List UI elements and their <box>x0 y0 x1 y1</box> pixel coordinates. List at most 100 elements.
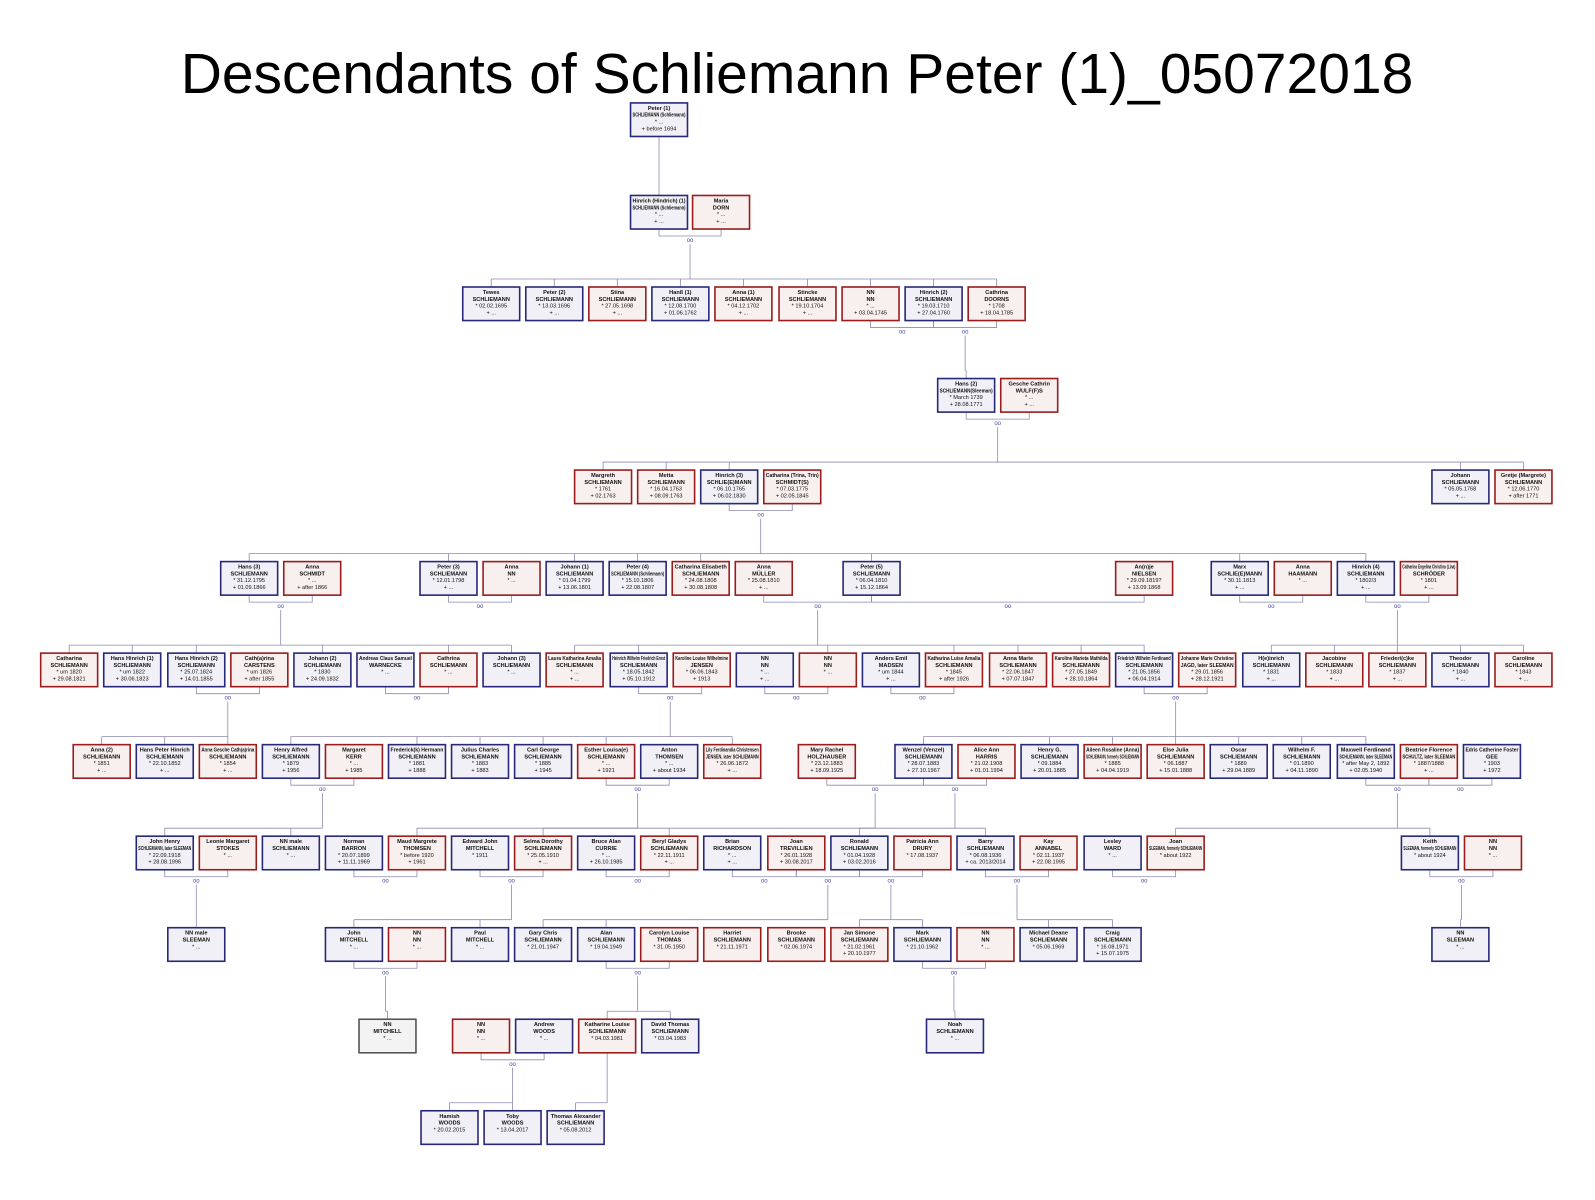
person-box <box>1400 835 1460 871</box>
person-date: * 21.01.1947 <box>527 944 559 950</box>
person-date: * ... <box>350 944 359 950</box>
couple-bracket <box>658 229 722 237</box>
person-surname: SCHLIEMANN, formerly SCHLIEMANN <box>1086 754 1139 760</box>
person-date: * 1881 <box>409 761 425 767</box>
title: Descendants of Schliemann Peter (1)_0507… <box>181 42 1414 106</box>
person-surname: SCHLIEMANN <box>647 480 684 486</box>
person-date: + 1945 <box>534 768 551 774</box>
person-name: Wenzel (Venzel) <box>902 748 944 754</box>
couple-bracket <box>480 1052 545 1061</box>
couple-bracket <box>1143 686 1208 695</box>
person-surname: SCHLIEMANN <box>662 297 699 303</box>
person-box <box>524 286 584 322</box>
person-surname: THOMAS <box>657 938 682 944</box>
person-date: * ... <box>1489 853 1498 859</box>
person-date: + after 1855 <box>244 677 274 683</box>
couple-bracket <box>1112 869 1177 878</box>
person-date: * 19.03.1710 <box>918 304 950 310</box>
person-name: Hinrich (4) <box>1352 565 1380 571</box>
person-surname: SCHLIEMANN <box>853 571 890 577</box>
person-date: * 04.12.1702 <box>728 304 760 310</box>
person-surname: SCHLIEMANN <box>1283 754 1320 760</box>
couple-bracket <box>605 778 670 786</box>
person-date: * 23.12.1883 <box>811 761 843 767</box>
person-box <box>577 1018 637 1054</box>
descent-line <box>858 884 923 928</box>
person-surname: SCHLIEMANN <box>967 846 1004 852</box>
person-date: + 27.04.1760 <box>917 310 950 316</box>
person-box <box>1272 743 1332 780</box>
person-surname: JENSEN <box>691 663 713 669</box>
person-box <box>1210 560 1269 596</box>
person-date: * 06.06.1843 <box>686 670 718 676</box>
person-box <box>639 743 699 780</box>
person-surname: SCHLIE(E)MANN <box>1217 571 1262 577</box>
person-box <box>893 926 952 963</box>
person-date: + ... <box>739 310 749 316</box>
person-name: Johann (1) <box>560 565 588 571</box>
person-surname: SCHLIEMANN <box>524 938 561 944</box>
person-date: + after 1866 <box>297 585 327 591</box>
person-date: * 09.1884 <box>1038 761 1062 767</box>
marriage-symbol: oo <box>888 879 895 885</box>
person-date: * 1830 <box>314 670 330 676</box>
person-node: Heinrich Wilhelm Friedrich ErnstSCHLIEMA… <box>609 652 668 688</box>
person-surname: CARSTENS <box>244 663 275 669</box>
person-date: * 19.04.1949 <box>590 944 622 950</box>
person-box <box>1177 652 1237 688</box>
person-node: Hans Hinrich (1)SCHLIEMANN* um 1822+ 30.… <box>102 652 162 688</box>
person-name: Lesley <box>1104 839 1122 845</box>
person-name: Catharina Elisabeth <box>675 565 728 571</box>
person-surname: SCHULTZ, later SLEEMAN <box>1402 754 1455 760</box>
person-surname: SCHLIEMANN <box>231 571 268 577</box>
person-surname: NN <box>824 663 832 669</box>
person-date: + 24.09.1832 <box>306 677 339 683</box>
person-date: * 02.11.1937 <box>1033 853 1064 859</box>
person-date: * 05.06.1969 <box>1033 944 1065 950</box>
person-box <box>167 926 226 963</box>
person-name: Oscar <box>1231 748 1248 754</box>
couple-bracket <box>248 595 313 603</box>
person-surname: SCHLIEMANN <box>83 754 120 760</box>
person-surname: SCHLIEMANN <box>1347 571 1384 577</box>
person-date: + ... <box>613 310 623 316</box>
marriage-symbol: oo <box>1458 879 1465 885</box>
person-box <box>387 743 447 780</box>
person-date: * ... <box>1456 944 1465 950</box>
person-date: * 02.06.1974 <box>780 944 812 950</box>
person-date: * ... <box>824 670 833 676</box>
person-date: + 08.09.1763 <box>650 493 683 499</box>
person-surname: SCHLIEMANN <box>556 663 593 669</box>
person-date: + ... <box>570 677 580 683</box>
person-surname: SCHLIEMANN <box>1505 663 1542 669</box>
person-surname: SCHLIEMANN <box>999 663 1036 669</box>
person-box <box>735 652 795 688</box>
person-date: + ... <box>160 768 170 774</box>
person-surname: SCHLIEMANN <box>272 754 309 760</box>
person-surname: NIELSEN <box>1132 571 1156 577</box>
person-date: * ... <box>761 670 770 676</box>
person-date: + ... <box>664 860 674 866</box>
person-date: * 01.04.1799 <box>559 578 591 584</box>
person-surname: SCHLIEMANN <box>587 754 624 760</box>
descent-line <box>248 518 1367 562</box>
person-surname: SCHLIEMANN <box>1094 938 1131 944</box>
person-name: Gretje (Margrete) <box>1501 473 1546 479</box>
marriage-symbol: oo <box>509 1062 516 1068</box>
marriage-symbol: oo <box>824 879 831 885</box>
person-name: Catharina <box>56 656 83 662</box>
person-name: Lily Ferdinandia Christensen <box>706 748 759 754</box>
person-node: Henry G.SCHLIEMANN* 09.1884+ 20.01.1885 <box>1020 743 1079 780</box>
descent-line <box>1460 884 1462 928</box>
person-surname: SCHLIEMANN <box>1316 663 1353 669</box>
person-date: * ... <box>728 853 737 859</box>
person-surname: MÜLLER <box>752 570 775 577</box>
person-box <box>230 652 289 688</box>
